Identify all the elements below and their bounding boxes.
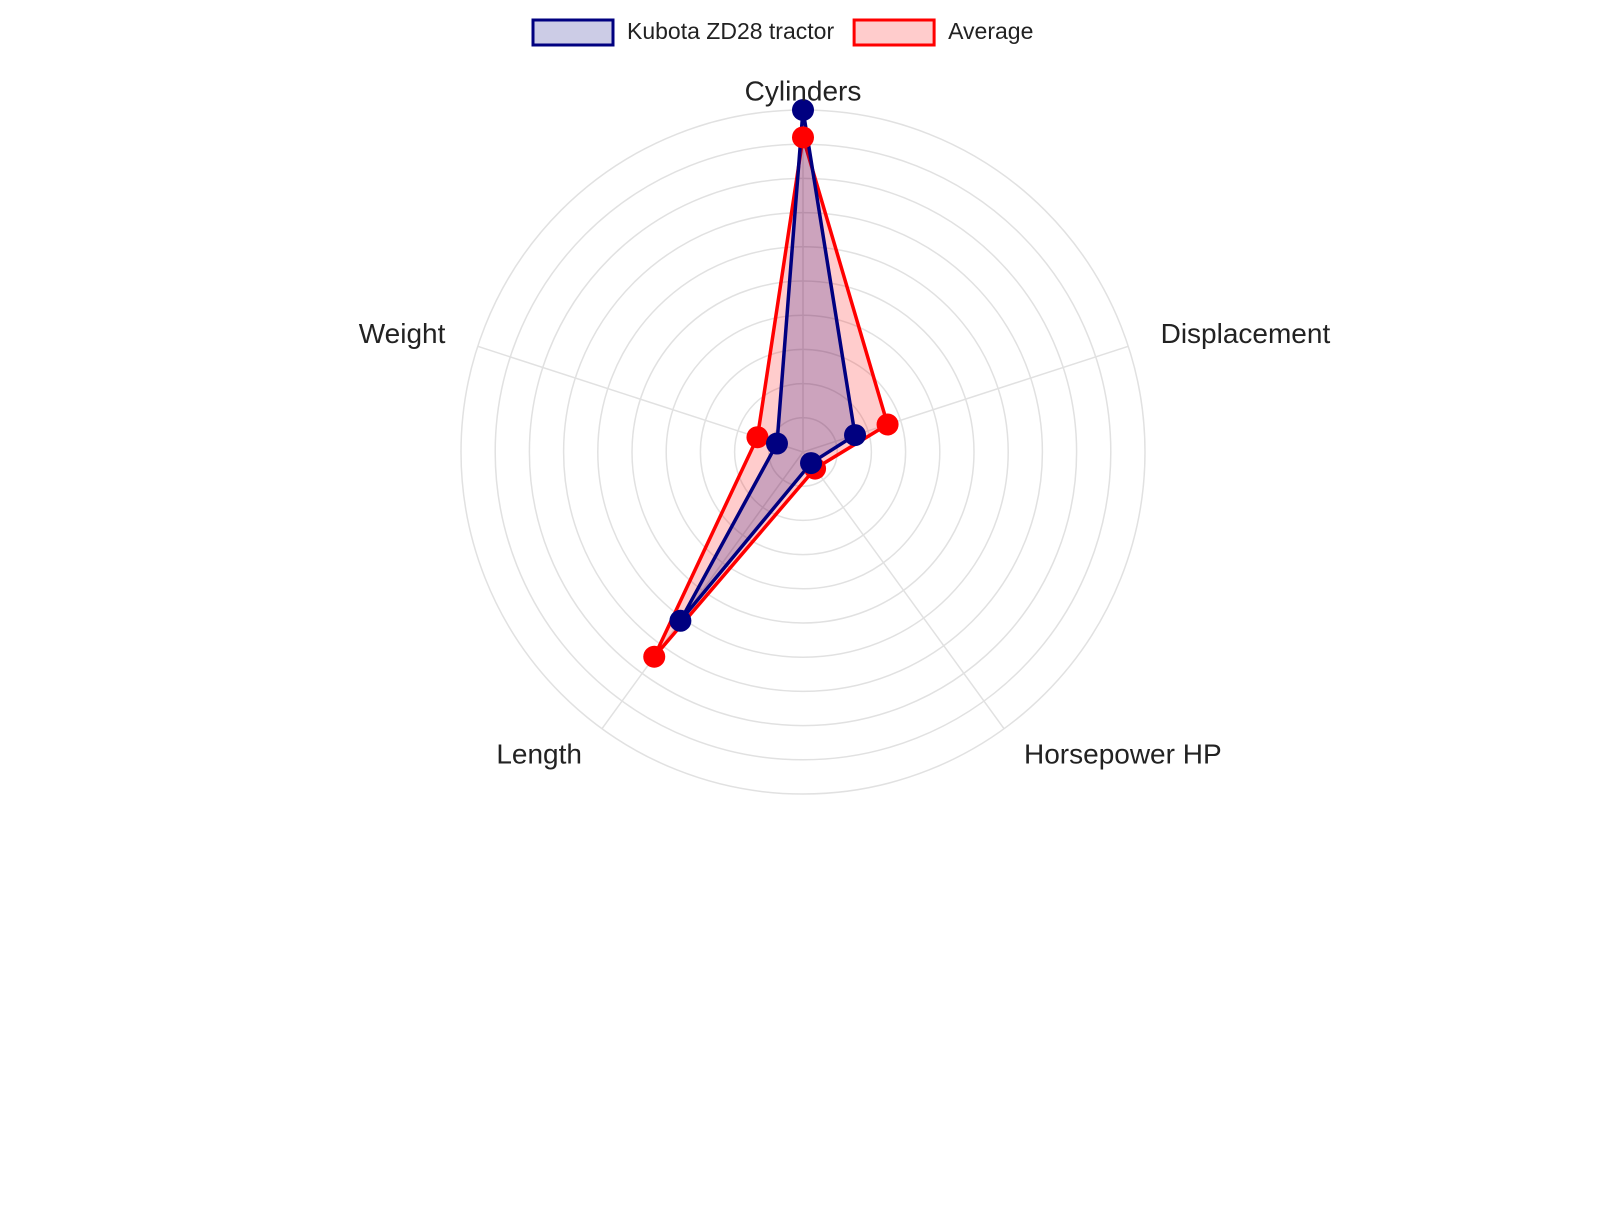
legend-label-0: Kubota ZD28 tractor [627, 18, 834, 44]
axis-label-length: Length [496, 739, 582, 770]
legend-swatch-1 [852, 18, 936, 47]
series-area-0 [678, 108, 857, 623]
series-0-point-1[interactable] [844, 424, 867, 447]
axis-label-horsepower-hp: Horsepower HP [1024, 739, 1222, 770]
series-1-point-4[interactable] [746, 426, 769, 449]
axis-label-cylinders: Cylinders [745, 75, 862, 106]
radar-series [643, 99, 899, 668]
axis-label-displacement: Displacement [1161, 318, 1331, 349]
series-0-point-0[interactable] [792, 99, 814, 121]
axis-labels: Cylinders Displacement Horsepower HP Length… [359, 75, 1331, 769]
grid-spoke [601, 451, 804, 730]
axis-label-weight: Weight [359, 318, 446, 349]
series-1-point-3[interactable] [643, 645, 666, 668]
legend: Kubota ZD28 tractor Average [531, 18, 1033, 47]
legend-label-1: Average [948, 18, 1033, 44]
series-1-point-0[interactable] [792, 126, 814, 149]
series-0-point-3[interactable] [669, 609, 692, 632]
series-1-point-1[interactable] [876, 413, 899, 436]
grid-spoke [802, 451, 1005, 730]
legend-swatch-0 [531, 18, 615, 47]
series-0-point-2[interactable] [800, 452, 823, 475]
series-0-point-4[interactable] [765, 432, 788, 455]
